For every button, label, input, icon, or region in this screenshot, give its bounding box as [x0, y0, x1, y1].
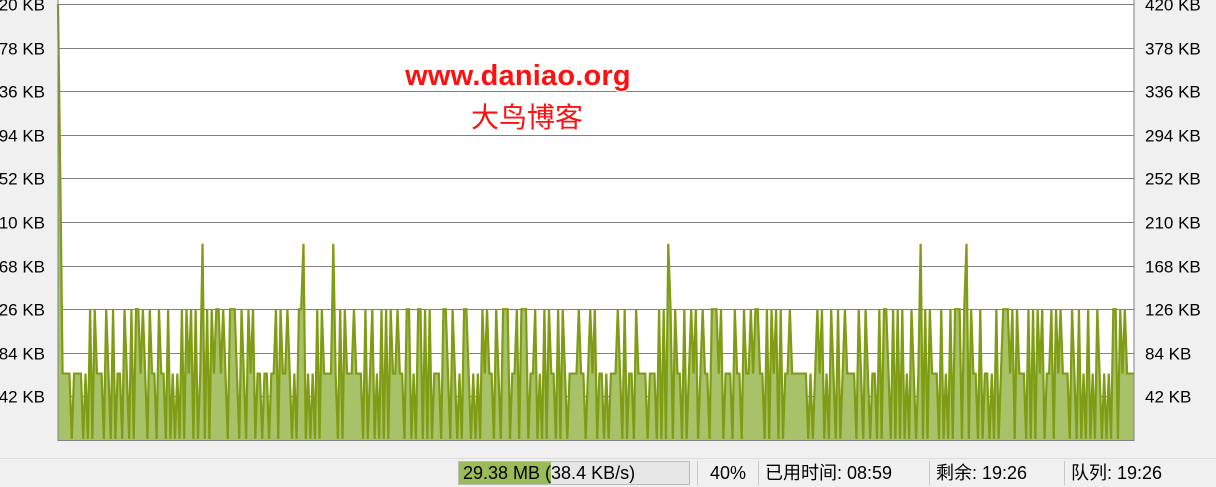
status-separator	[697, 461, 698, 485]
y-tick-label-left: 20 KB	[0, 0, 45, 15]
y-tick-label-right: 42 KB	[1145, 388, 1191, 407]
y-tick-label-right: 84 KB	[1145, 345, 1191, 364]
y-tick-label-left: 84 KB	[0, 345, 45, 364]
watermark-url: www.daniao.org	[405, 60, 631, 92]
status-bar: 29.38 MB (38.4 KB/s) 40% 已用时间: 08:59 剩余:…	[0, 458, 1216, 486]
y-tick-label-right: 378 KB	[1145, 40, 1201, 59]
axis-ticks: 20 KB 420 KB 78 KB 378 KB 36 KB 336 KB 94 KB 29…	[0, 0, 1201, 407]
status-separator	[1064, 461, 1065, 485]
y-tick-label-right: 252 KB	[1145, 170, 1201, 189]
status-separator	[758, 461, 759, 485]
y-tick-label-left: 26 KB	[0, 301, 45, 320]
speed-chart: 20 KB 420 KB 78 KB 378 KB 36 KB 336 KB 94 KB 29…	[0, 0, 1201, 441]
status-separator	[929, 461, 930, 485]
y-tick-label-left: 36 KB	[0, 83, 45, 102]
transfer-progress-bar: 29.38 MB (38.4 KB/s)	[458, 461, 690, 485]
y-tick-label-left: 42 KB	[0, 388, 45, 407]
y-tick-label-left: 94 KB	[0, 127, 45, 146]
speed-series	[56, 3, 1134, 440]
y-tick-label-right: 420 KB	[1145, 0, 1201, 15]
y-tick-label-left: 10 KB	[0, 214, 45, 233]
y-tick-label-right: 294 KB	[1145, 127, 1201, 146]
queue-time: 队列: 19:26	[1071, 463, 1163, 483]
y-tick-label-left: 52 KB	[0, 170, 45, 189]
y-tick-label-left: 68 KB	[0, 258, 45, 277]
transfer-amount: 29.38 MB (38.4 KB/s)	[463, 463, 636, 483]
y-tick-label-right: 336 KB	[1145, 83, 1201, 102]
watermark-name: 大鸟博客	[470, 101, 583, 134]
remaining-time: 剩余: 19:26	[936, 463, 1028, 483]
y-tick-label-right: 168 KB	[1145, 258, 1201, 277]
progress-fill	[459, 462, 551, 484]
speed-line	[56, 3, 1134, 439]
y-tick-label-right: 126 KB	[1145, 301, 1201, 320]
y-tick-label-left: 78 KB	[0, 40, 45, 59]
elapsed-time: 已用时间: 08:59	[765, 463, 893, 483]
y-tick-label-right: 210 KB	[1145, 214, 1201, 233]
percent-complete: 40%	[710, 463, 747, 483]
